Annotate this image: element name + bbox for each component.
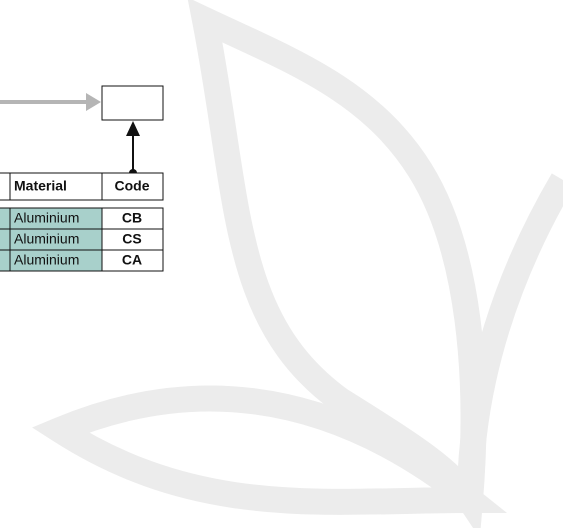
cell [0, 228, 11, 251]
cell-text: CA [122, 252, 142, 268]
leaf-watermark [32, 0, 563, 528]
cell-text: Aluminium [14, 231, 79, 247]
cell-text: CS [122, 231, 141, 247]
cell-text: Aluminium [14, 210, 79, 226]
arrowhead [86, 93, 101, 111]
cell-text: Aluminium [14, 252, 79, 268]
table-body: Aluminium CB Aluminium CS Aluminium CA [0, 207, 164, 272]
leaf-shape [457, 173, 563, 501]
leaf-shape [32, 385, 508, 515]
header-cell [0, 172, 11, 201]
cell [0, 249, 11, 272]
header-cell [101, 172, 164, 201]
target-box [101, 85, 164, 121]
cell-text: CB [122, 210, 142, 226]
header-text: Code [115, 178, 150, 194]
header-text: Material [14, 178, 67, 194]
cell [101, 249, 164, 272]
cell [0, 207, 11, 230]
arrowhead [126, 121, 140, 136]
